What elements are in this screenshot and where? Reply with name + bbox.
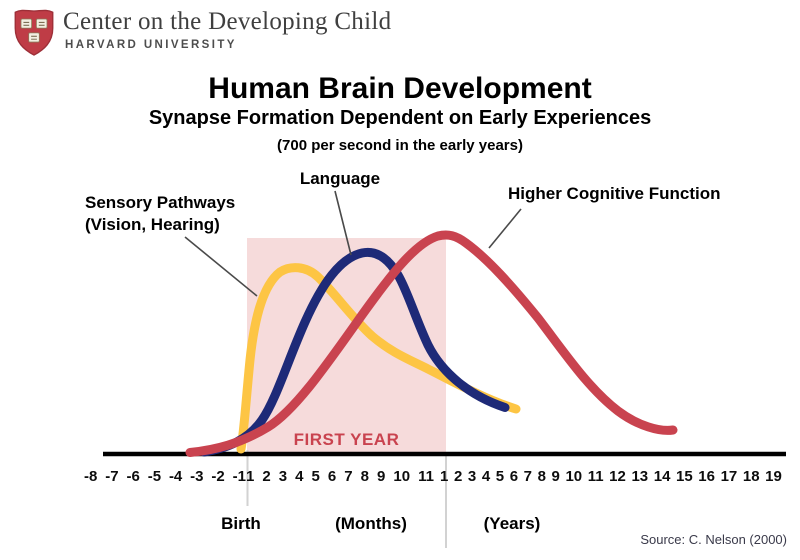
axis-tick: 10 [393,468,411,485]
axis-tick: -5 [147,468,162,485]
axis-tick: 10 [565,468,583,485]
prenatal-month-ticks: -8 -7 -6 -5 -4 -3 -2 -1 [84,468,246,485]
axis-tick: -7 [105,468,119,485]
month-ticks: 1 2 3 4 5 6 7 8 9 10 11 [246,468,434,485]
axis-tick: 7 [523,468,532,485]
axis-tick: 6 [327,468,337,485]
sensory-pathways-label: Sensory Pathways (Vision, Hearing) [85,192,235,236]
sensory-pathways-label-line2: (Vision, Hearing) [85,215,220,234]
axis-tick: 3 [278,468,288,485]
language-label: Language [299,169,381,188]
axis-tick: 9 [551,468,560,485]
axis-tick: -3 [190,468,204,485]
years-caption: (Years) [483,514,541,533]
higher-cognitive-curve [185,230,678,457]
axis-tick: -8 [84,468,98,485]
birth-caption: Birth [221,514,261,533]
chart-subtitle: Synapse Formation Dependent on Early Exp… [148,107,652,129]
axis-tick: 12 [609,468,626,485]
axis-tick: 19 [765,468,782,485]
axis-tick: 11 [418,468,434,485]
axis-tick: 11 [587,468,604,485]
axis-tick: -4 [168,468,183,485]
axis-tick: 4 [295,468,304,485]
axis-tick: 5 [311,468,320,485]
first-year-region-label: FIRST YEAR [293,430,400,449]
axis-tick: 6 [509,468,519,485]
axis-tick: 4 [481,468,491,485]
axis-tick: -2 [211,468,225,485]
sensory-pathways-curve [236,263,521,454]
months-caption: (Months) [335,514,407,533]
axis-tick: 15 [676,468,693,485]
chart-title: Human Brain Development [208,72,592,105]
language-curve [199,247,510,457]
axis-tick: 18 [742,468,760,485]
axis-tick: 5 [495,468,505,485]
axis-tick: 3 [467,468,477,485]
axis-tick: -1 [232,468,246,485]
axis-tick: 8 [360,468,369,485]
university-name: HARVARD UNIVERSITY [65,39,237,51]
axis-tick: 8 [537,468,546,485]
language-leader-line [334,190,352,256]
axis-tick: 2 [262,468,271,485]
axis-tick: -6 [126,468,140,485]
higher-leader-line [488,208,522,249]
source-credit: Source: C. Nelson (2000) [640,532,787,547]
sensory-pathways-label-line1: Sensory Pathways [85,193,236,212]
axis-tick: 9 [377,468,386,485]
axis-tick: 1 [246,468,255,485]
axis-tick: 14 [653,468,671,485]
axis-tick: 2 [453,468,463,485]
axis-tick: 7 [344,468,353,485]
chart-subnote: (700 per second in the early years) [277,137,523,154]
year-ticks: 1 2 3 4 5 6 7 8 9 10 11 12 13 14 15 16 17 18 19 [440,468,782,485]
sensory-leader-line [184,236,258,297]
axis-tick: 17 [720,468,738,485]
axis-tick: 13 [631,468,649,485]
org-name: Center on the Developing Child [63,8,392,35]
axis-tick: 1 [440,468,449,485]
higher-cognitive-label: Higher Cognitive Function [508,184,721,203]
axis-tick: 16 [698,468,715,485]
harvard-shield-icon [14,9,54,56]
